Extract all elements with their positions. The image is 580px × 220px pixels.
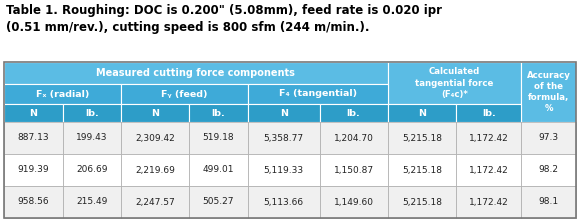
Text: 1,149.60: 1,149.60 <box>334 198 374 207</box>
Bar <box>521 122 576 154</box>
Bar <box>456 186 521 218</box>
Text: 5,119.33: 5,119.33 <box>264 165 304 174</box>
Bar <box>4 122 63 154</box>
Text: 5,113.66: 5,113.66 <box>264 198 304 207</box>
Text: 1,172.42: 1,172.42 <box>469 198 509 207</box>
Text: N: N <box>151 108 159 117</box>
Bar <box>456 122 521 154</box>
Text: N: N <box>418 108 426 117</box>
Bar <box>4 104 63 122</box>
Bar <box>456 104 521 122</box>
Bar <box>248 104 320 122</box>
Text: 1,172.42: 1,172.42 <box>469 134 509 143</box>
Bar <box>189 154 248 186</box>
Bar <box>121 154 189 186</box>
Text: 98.1: 98.1 <box>539 198 559 207</box>
Bar <box>320 186 387 218</box>
Bar <box>4 84 121 104</box>
Text: Fₓ (radial): Fₓ (radial) <box>36 90 89 99</box>
Text: 2,247.57: 2,247.57 <box>135 198 175 207</box>
Bar <box>4 154 63 186</box>
Text: F₄ (tangential): F₄ (tangential) <box>278 90 357 99</box>
Bar <box>121 84 248 104</box>
Text: lb.: lb. <box>85 108 99 117</box>
Text: Table 1. Roughing: DOC is 0.200" (5.08mm), feed rate is 0.020 ipr
(0.51 mm/rev.): Table 1. Roughing: DOC is 0.200" (5.08mm… <box>6 4 442 34</box>
Text: 887.13: 887.13 <box>17 134 49 143</box>
Text: 5,215.18: 5,215.18 <box>402 134 442 143</box>
Text: 958.56: 958.56 <box>17 198 49 207</box>
Text: 97.3: 97.3 <box>539 134 559 143</box>
Text: Fᵧ (feed): Fᵧ (feed) <box>161 90 208 99</box>
Bar <box>63 186 121 218</box>
Text: 505.27: 505.27 <box>202 198 234 207</box>
Bar <box>387 62 521 104</box>
Bar <box>4 186 63 218</box>
Bar <box>320 154 387 186</box>
Bar <box>121 186 189 218</box>
Bar <box>387 154 456 186</box>
Bar <box>189 122 248 154</box>
Bar <box>521 62 576 122</box>
Bar <box>387 104 456 122</box>
Bar <box>4 62 576 218</box>
Text: 5,215.18: 5,215.18 <box>402 165 442 174</box>
Bar <box>521 186 576 218</box>
Text: N: N <box>280 108 288 117</box>
Bar <box>521 154 576 186</box>
Bar <box>248 122 320 154</box>
Text: Calculated
tangential force
(F₄c)*: Calculated tangential force (F₄c)* <box>415 67 494 99</box>
Text: 1,150.87: 1,150.87 <box>334 165 374 174</box>
Text: Measured cutting force components: Measured cutting force components <box>96 68 295 78</box>
Bar <box>121 122 189 154</box>
Bar <box>456 154 521 186</box>
Bar <box>189 186 248 218</box>
Bar <box>387 122 456 154</box>
Bar <box>248 154 320 186</box>
Text: 5,358.77: 5,358.77 <box>264 134 304 143</box>
Text: 199.43: 199.43 <box>76 134 108 143</box>
Bar <box>248 84 387 104</box>
Bar <box>320 104 387 122</box>
Text: 1,172.42: 1,172.42 <box>469 165 509 174</box>
Bar <box>189 104 248 122</box>
Text: lb.: lb. <box>347 108 360 117</box>
Bar <box>63 122 121 154</box>
Text: 499.01: 499.01 <box>202 165 234 174</box>
Text: 2,219.69: 2,219.69 <box>135 165 175 174</box>
Text: 215.49: 215.49 <box>76 198 107 207</box>
Bar <box>4 62 387 84</box>
Text: 2,309.42: 2,309.42 <box>135 134 175 143</box>
Bar <box>387 186 456 218</box>
Bar <box>320 122 387 154</box>
Text: lb.: lb. <box>212 108 225 117</box>
Bar <box>121 104 189 122</box>
Text: 1,204.70: 1,204.70 <box>334 134 374 143</box>
Text: 5,215.18: 5,215.18 <box>402 198 442 207</box>
Text: 98.2: 98.2 <box>539 165 559 174</box>
Text: Accuracy
of the
formula,
%: Accuracy of the formula, % <box>527 71 571 113</box>
Text: 919.39: 919.39 <box>17 165 49 174</box>
Bar <box>63 154 121 186</box>
Text: 519.18: 519.18 <box>202 134 234 143</box>
Text: N: N <box>30 108 37 117</box>
Bar <box>248 186 320 218</box>
Bar <box>63 104 121 122</box>
Text: lb.: lb. <box>482 108 496 117</box>
Text: 206.69: 206.69 <box>76 165 108 174</box>
